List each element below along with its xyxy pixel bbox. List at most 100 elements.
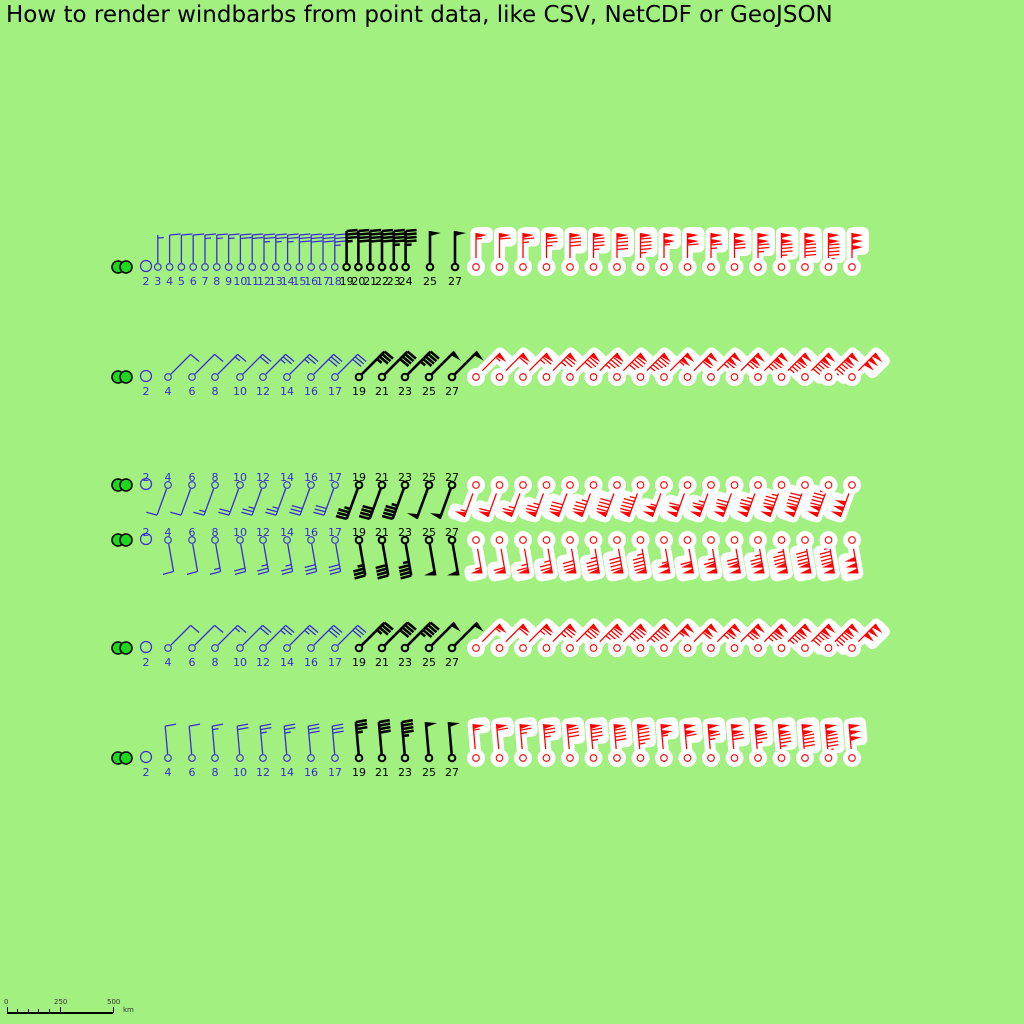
wind-barb-strong[interactable]: [772, 227, 799, 276]
wind-barb-strong[interactable]: [740, 530, 774, 583]
wind-barb-strong[interactable]: [839, 613, 892, 666]
wind-barb[interactable]: [229, 536, 249, 576]
wind-barb[interactable]: [163, 351, 200, 387]
wind-barb[interactable]: [282, 622, 319, 658]
wind-barb[interactable]: [319, 233, 335, 271]
wind-barb-strong[interactable]: [575, 530, 609, 583]
wind-barb-strong[interactable]: [652, 717, 682, 768]
wind-barb-strong[interactable]: [722, 342, 775, 395]
wind-barb[interactable]: [313, 478, 339, 517]
wind-barb[interactable]: [153, 235, 164, 271]
wind-barb[interactable]: [258, 622, 295, 658]
wind-barb-strong[interactable]: [675, 717, 705, 768]
wind-barb-strong[interactable]: [537, 227, 564, 276]
wind-barb-strong[interactable]: [628, 342, 681, 395]
wind-barb-strong[interactable]: [792, 342, 845, 395]
wind-barb-strong[interactable]: [722, 613, 775, 666]
wind-barb-strong[interactable]: [839, 342, 892, 395]
wind-barb-strong[interactable]: [628, 613, 681, 666]
wind-barb[interactable]: [186, 723, 203, 762]
wind-barb-strong[interactable]: [722, 717, 752, 768]
wind-barb-strong[interactable]: [769, 613, 822, 666]
wind-barb[interactable]: [210, 351, 247, 387]
wind-barb[interactable]: [170, 478, 196, 517]
wind-barb-strong[interactable]: [681, 471, 722, 526]
wind-barb[interactable]: [394, 535, 415, 580]
wind-barb-strong[interactable]: [769, 717, 799, 768]
wind-barb-strong[interactable]: [793, 717, 823, 768]
wind-barb[interactable]: [235, 351, 272, 387]
wind-barb[interactable]: [305, 723, 322, 762]
wind-barb-strong[interactable]: [490, 227, 517, 276]
wind-barb-strong[interactable]: [487, 342, 540, 395]
wind-barb[interactable]: [157, 536, 177, 576]
wind-barb[interactable]: [252, 536, 272, 576]
wind-barb-strong[interactable]: [604, 613, 657, 666]
wind-barb-strong[interactable]: [752, 471, 793, 526]
wind-barb-strong[interactable]: [631, 227, 658, 276]
wind-barb-strong[interactable]: [467, 227, 493, 276]
wind-barb-strong[interactable]: [584, 227, 611, 276]
wind-barb-strong[interactable]: [604, 342, 657, 395]
wind-barb-strong[interactable]: [792, 613, 845, 666]
wind-barb-strong[interactable]: [699, 717, 729, 768]
wind-barb[interactable]: [181, 536, 201, 576]
wind-barb[interactable]: [335, 478, 364, 521]
wind-barb-strong[interactable]: [446, 471, 487, 526]
wind-barb-strong[interactable]: [658, 471, 699, 526]
wind-barb-strong[interactable]: [611, 471, 652, 526]
wind-barb[interactable]: [324, 536, 344, 576]
wind-barb[interactable]: [201, 233, 217, 271]
wind-barb[interactable]: [429, 478, 457, 520]
wind-barb-strong[interactable]: [745, 613, 798, 666]
wind-barb-strong[interactable]: [810, 530, 844, 583]
wind-barb-strong[interactable]: [716, 530, 750, 583]
wind-barb-strong[interactable]: [728, 471, 769, 526]
wind-barb-strong[interactable]: [517, 471, 558, 526]
wind-barb-strong[interactable]: [655, 227, 681, 276]
wind-barb-strong[interactable]: [458, 530, 492, 583]
wind-barb-strong[interactable]: [558, 717, 588, 768]
wind-barb[interactable]: [306, 351, 343, 387]
wind-barb[interactable]: [354, 349, 394, 388]
wind-barb-strong[interactable]: [796, 227, 822, 276]
wind-barb-strong[interactable]: [581, 613, 634, 666]
wind-barb-strong[interactable]: [464, 717, 494, 768]
wind-barb[interactable]: [400, 620, 440, 659]
wind-barb-strong[interactable]: [702, 227, 728, 276]
wind-barb[interactable]: [329, 723, 346, 762]
wind-barb[interactable]: [162, 723, 179, 762]
wind-barb[interactable]: [265, 478, 291, 517]
wind-barb[interactable]: [352, 718, 370, 763]
wind-barb-strong[interactable]: [510, 342, 563, 395]
wind-barb-strong[interactable]: [816, 342, 869, 395]
wind-barb-strong[interactable]: [561, 227, 587, 276]
wind-barb[interactable]: [425, 231, 441, 272]
wind-barb-strong[interactable]: [552, 530, 586, 583]
wind-barb[interactable]: [330, 233, 346, 271]
wind-barb[interactable]: [165, 233, 181, 271]
wind-barb[interactable]: [330, 622, 367, 658]
wind-barb-strong[interactable]: [564, 471, 605, 526]
wind-barb[interactable]: [187, 622, 224, 658]
wind-barb[interactable]: [281, 723, 298, 762]
wind-barb-strong[interactable]: [470, 471, 511, 526]
wind-barb-strong[interactable]: [787, 530, 821, 583]
wind-barb[interactable]: [441, 535, 462, 577]
wind-barb[interactable]: [300, 536, 320, 576]
wind-barb-strong[interactable]: [622, 530, 656, 583]
wind-barb[interactable]: [260, 233, 276, 271]
wind-barb[interactable]: [224, 233, 240, 271]
wind-barb[interactable]: [406, 478, 434, 520]
wind-barb[interactable]: [271, 233, 287, 271]
wind-barb[interactable]: [209, 723, 226, 762]
wind-barb[interactable]: [418, 535, 439, 577]
wind-barb[interactable]: [295, 233, 311, 271]
wind-barb[interactable]: [257, 723, 274, 762]
wind-barb[interactable]: [236, 233, 252, 271]
wind-barb[interactable]: [354, 620, 394, 659]
wind-barb-strong[interactable]: [840, 717, 870, 768]
wind-barb-strong[interactable]: [505, 530, 539, 583]
wind-barb-strong[interactable]: [749, 227, 775, 276]
